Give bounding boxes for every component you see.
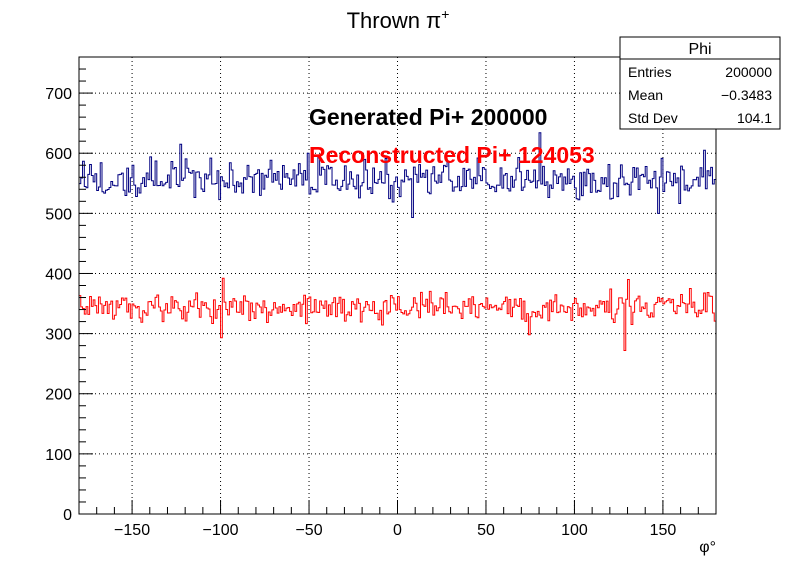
y-tick-label-4: 400 [45,266,72,283]
series-line-0 [79,132,716,219]
grid-lines [79,57,716,514]
x-tick-labels: −150 −100 −50 0 50 100 150 [114,522,676,539]
stats-stddev-label: Std Dev [628,110,678,126]
axis-ticks [78,56,717,515]
x-tick-label-1: −100 [203,522,239,539]
chart-title-superscript: + [441,6,449,22]
stats-entries-value: 200000 [725,64,772,80]
stats-box-title: Phi [688,41,711,58]
series-line-1 [79,277,716,351]
y-tick-labels: 0 100 200 300 400 500 600 700 [45,86,72,524]
stats-stddev-value: 104.1 [737,110,772,126]
x-tick-label-3: 0 [393,522,402,539]
y-tick-label-3: 300 [45,327,72,344]
annotation-generated: Generated Pi+ 200000 [309,104,547,130]
y-tick-label-1: 100 [45,447,72,464]
stats-box-frame [619,36,781,130]
x-tick-label-2: −50 [295,522,322,539]
x-tick-label-6: 150 [650,522,677,539]
histogram-series [79,132,716,351]
annotation-reconstructed: Reconstructed Pi+ 124053 [309,142,595,168]
y-tick-label-5: 500 [45,206,72,223]
y-tick-label-6: 600 [45,146,72,163]
y-tick-label-2: 200 [45,387,72,404]
x-tick-label-0: −150 [114,522,150,539]
stats-mean-value: −0.3483 [721,87,772,103]
y-tick-label-7: 700 [45,86,72,103]
stats-entries-label: Entries [628,64,672,80]
chart-title: Thrown π+ [347,6,450,33]
chart-title-main: Thrown π [347,8,442,33]
stats-mean-label: Mean [628,87,663,103]
stats-box: Phi Entries 200000 Mean −0.3483 Std Dev … [619,36,781,130]
x-axis-label: φ° [699,539,716,556]
y-tick-label-0: 0 [63,507,72,524]
x-tick-label-4: 50 [477,522,495,539]
x-tick-label-5: 100 [561,522,588,539]
